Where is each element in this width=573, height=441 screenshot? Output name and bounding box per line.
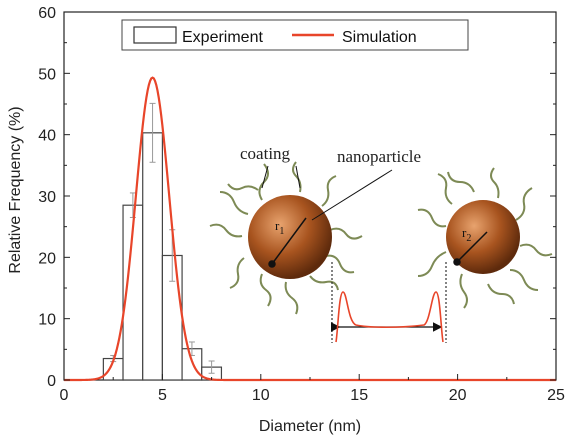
x-axis-title: Diameter (nm) xyxy=(259,418,361,435)
bar xyxy=(142,132,164,381)
legend-label-experiment: Experiment xyxy=(182,29,263,46)
x-tick-label: 10 xyxy=(252,387,270,404)
bars-group xyxy=(102,132,223,381)
y-axis-title: Relative Frequency (%) xyxy=(7,106,24,273)
coating-pointer-2 xyxy=(295,165,301,189)
coating-label: coating xyxy=(240,144,291,163)
y-tick-label: 40 xyxy=(38,128,56,145)
y-tick-label: 10 xyxy=(38,312,56,329)
x-tick-label: 0 xyxy=(60,387,69,404)
legend-label-simulation: Simulation xyxy=(342,29,417,46)
radius-arrow-right xyxy=(453,231,488,266)
coating-ligands-left xyxy=(209,161,363,315)
y-tick-label: 60 xyxy=(38,5,56,22)
x-tick-label: 25 xyxy=(547,387,565,404)
y-tick-label: 0 xyxy=(47,373,56,390)
x-tick-label: 15 xyxy=(350,387,368,404)
y-tick-label: 30 xyxy=(38,189,56,206)
y-axis-ticks: 0 10 20 30 40 50 60 xyxy=(38,5,556,390)
x-tick-label: 5 xyxy=(158,387,167,404)
x-axis-ticks: 0 5 10 15 20 25 xyxy=(60,374,565,404)
nanoparticle-pointer xyxy=(311,169,393,221)
legend: Experiment Simulation xyxy=(121,19,469,51)
interaction-curve xyxy=(335,291,444,343)
nanoparticle-left xyxy=(248,195,332,279)
y-tick-label: 20 xyxy=(38,250,56,267)
coating-ligands-right xyxy=(417,167,553,309)
radius-label-right: r2 xyxy=(462,225,471,244)
nanoparticle-label: nanoparticle xyxy=(337,147,421,166)
legend-swatch-experiment xyxy=(133,26,177,44)
y-tick-label: 50 xyxy=(38,66,56,83)
inset-schematic: r1 r2 coating nanoparticle xyxy=(209,144,553,343)
coating-pointer-1 xyxy=(261,165,269,189)
radius-label-left: r1 xyxy=(275,218,284,237)
x-tick-label: 20 xyxy=(449,387,467,404)
radius-arrow-left xyxy=(268,217,307,268)
